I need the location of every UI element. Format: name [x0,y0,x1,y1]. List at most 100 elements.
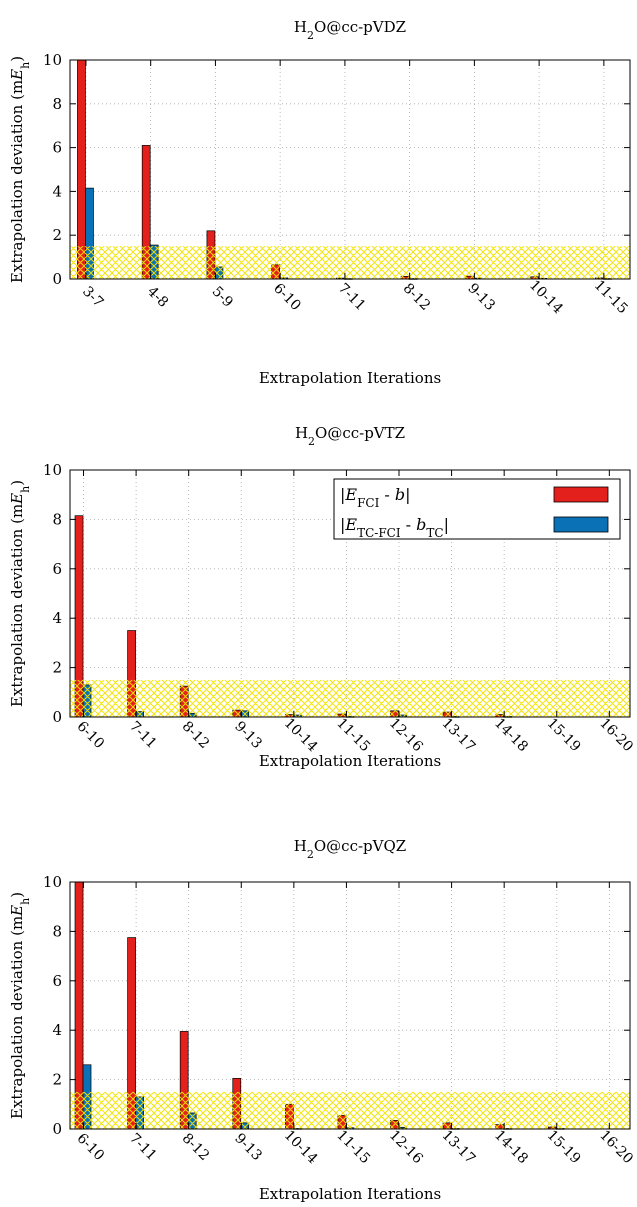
y-axis-label-rest: ) [8,480,26,486]
x-tick-label-15-19: 15-19 [544,1127,584,1167]
y-tick-label: 8 [52,922,62,940]
legend-label-energy-subscript: TC-FCI [357,526,401,540]
x-tick-label-7-11: 7-11 [335,280,369,314]
x-axis-label: Extrapolation Iterations [259,752,441,770]
y-tick-label: 8 [52,510,62,528]
legend-label-tc_fci: |ETC-FCI - bTC| [340,515,449,540]
chart-title-subscript: 2 [308,435,315,448]
x-axis-label: Extrapolation Iterations [259,1185,441,1203]
x-tick-label-7-11: 7-11 [126,1130,160,1164]
x-tick-label-10-14: 10-14 [526,277,566,317]
y-axis-label: Extrapolation deviation (mEh) [8,480,32,707]
chart-title-subscript: 2 [307,848,314,861]
legend-label-bar-close: | [444,515,449,534]
y-tick-label: 4 [52,609,62,627]
y-axis-label-rest: ) [8,56,26,62]
x-tick-label-13-17: 13-17 [438,1127,478,1167]
legend-label-minus: - [401,515,417,534]
legend-label-energy: E [344,485,357,504]
legend-swatch-tc_fci [553,516,609,533]
y-axis-label-main: Extrapolation deviation (m [8,80,26,283]
y-axis-label-subscript: h [19,62,32,69]
y-axis-label-subscript: h [19,898,32,905]
x-tick-label-16-20: 16-20 [596,1127,636,1167]
x-tick-label-5-9: 5-9 [209,284,236,311]
x-tick-label-7-11: 7-11 [126,718,160,752]
chart-title-rest: O@cc-pVTZ [315,424,405,442]
legend: |EFCI - b||ETC-FCI - bTC| [333,478,621,540]
chart-title-rest: O@cc-pVQZ [314,837,406,855]
y-tick-label: 10 [43,461,62,479]
y-tick-label: 6 [52,972,62,990]
x-axis-label: Extrapolation Iterations [259,369,441,387]
y-axis-label-main: Extrapolation deviation (m [8,916,26,1119]
chart-title-main: H [294,18,307,36]
y-axis-label-variable: E [8,905,26,917]
legend-label-energy: E [344,515,357,534]
x-tick-label-9-13: 9-13 [231,1130,265,1164]
x-tick-label-3-7: 3-7 [79,284,106,311]
x-tick-label-8-12: 8-12 [179,1130,213,1164]
legend-label-b: b [416,515,426,534]
x-tick-label-16-20: 16-20 [596,715,636,755]
highlight-band [70,246,630,279]
legend-swatch-fci [553,486,609,503]
chart-title-rest: O@cc-pVDZ [314,18,406,36]
legend-label-minus: - [379,485,395,504]
y-tick-label: 2 [52,659,62,677]
x-tick-label-11-15: 11-15 [591,277,631,317]
y-axis-label-rest: ) [8,892,26,898]
x-tick-label-9-13: 9-13 [464,280,498,314]
x-tick-label-6-10: 6-10 [74,1130,108,1164]
x-tick-label-12-16: 12-16 [386,1127,426,1167]
y-tick-label: 4 [52,182,62,200]
y-tick-label: 2 [52,226,62,244]
y-axis-label-variable: E [8,493,26,505]
y-tick-label: 4 [52,1021,62,1039]
x-tick-label-8-12: 8-12 [179,718,213,752]
y-tick-label: 0 [52,708,62,726]
x-tick-label-6-10: 6-10 [270,280,304,314]
plot-frame [69,881,631,1130]
x-tick-label-14-18: 14-18 [491,1127,531,1167]
y-tick-label: 2 [52,1071,62,1089]
x-tick-label-6-10: 6-10 [74,718,108,752]
chart-title: H2O@cc-pVDZ [294,18,406,42]
x-tick-label-14-18: 14-18 [491,715,531,755]
x-tick-label-10-14: 10-14 [281,1127,321,1167]
chart-title: H2O@cc-pVQZ [294,837,406,861]
x-tick-label-15-19: 15-19 [544,715,584,755]
y-tick-label: 6 [52,139,62,157]
y-axis-label-main: Extrapolation deviation (m [8,504,26,707]
legend-label-bar-close: | [405,485,410,504]
y-tick-label: 6 [52,560,62,578]
plot-frame [69,469,631,718]
y-tick-label: 10 [43,51,62,69]
x-tick-label-10-14: 10-14 [281,715,321,755]
legend-label-energy-subscript: FCI [357,496,380,510]
chart-title-subscript: 2 [307,29,314,42]
y-axis-label-subscript: h [19,486,32,493]
plot-frame [69,59,631,280]
x-tick-label-11-15: 11-15 [333,715,373,755]
y-tick-label: 0 [52,270,62,288]
x-tick-label-11-15: 11-15 [333,1127,373,1167]
y-axis-label: Extrapolation deviation (mEh) [8,56,32,283]
legend-label-fci: |EFCI - b| [340,485,411,510]
legend-label-b: b [395,485,405,504]
highlight-band [70,1091,630,1129]
chart-title: H2O@cc-pVTZ [295,424,405,448]
legend-label-bar: | [340,485,345,504]
x-tick-label-13-17: 13-17 [438,715,478,755]
x-tick-label-4-8: 4-8 [144,284,171,311]
legend-label-b-subscript: TC [426,526,443,540]
legend-label-bar: | [340,515,345,534]
y-tick-label: 10 [43,873,62,891]
chart-title-main: H [294,837,307,855]
y-tick-label: 0 [52,1120,62,1138]
y-axis-label: Extrapolation deviation (mEh) [8,892,32,1119]
